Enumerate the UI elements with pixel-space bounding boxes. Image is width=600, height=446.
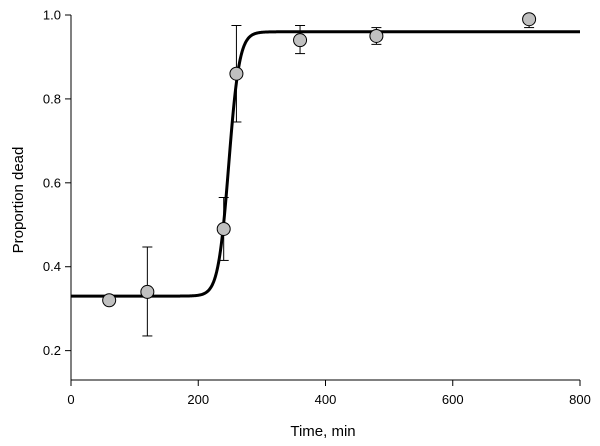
x-tick-label: 600 — [442, 392, 464, 407]
plot-area — [71, 12, 580, 337]
x-tick-label: 400 — [315, 392, 337, 407]
y-axis-label: Proportion dead — [10, 147, 27, 254]
data-point — [229, 66, 244, 81]
y-tick-label: 1.0 — [43, 8, 61, 23]
y-axis: 0.2 0.4 0.6 0.8 1.0 — [43, 8, 72, 380]
x-tick-label: 200 — [187, 392, 209, 407]
x-axis: 0 200 400 600 800 — [67, 379, 591, 407]
data-point — [369, 28, 384, 43]
data-point — [293, 33, 308, 48]
data-point — [522, 12, 537, 27]
y-tick-label: 0.8 — [43, 91, 61, 106]
x-tick-label: 0 — [67, 392, 74, 407]
data-point — [216, 221, 231, 236]
x-tick-label: 800 — [569, 392, 591, 407]
data-point — [140, 284, 155, 299]
x-axis-label: Time, min — [290, 423, 355, 440]
y-tick-label: 0.4 — [43, 259, 61, 274]
y-tick-label: 0.2 — [43, 343, 61, 358]
data-point — [102, 293, 117, 308]
y-tick-label: 0.6 — [43, 175, 61, 190]
fit-curve — [71, 30, 580, 298]
